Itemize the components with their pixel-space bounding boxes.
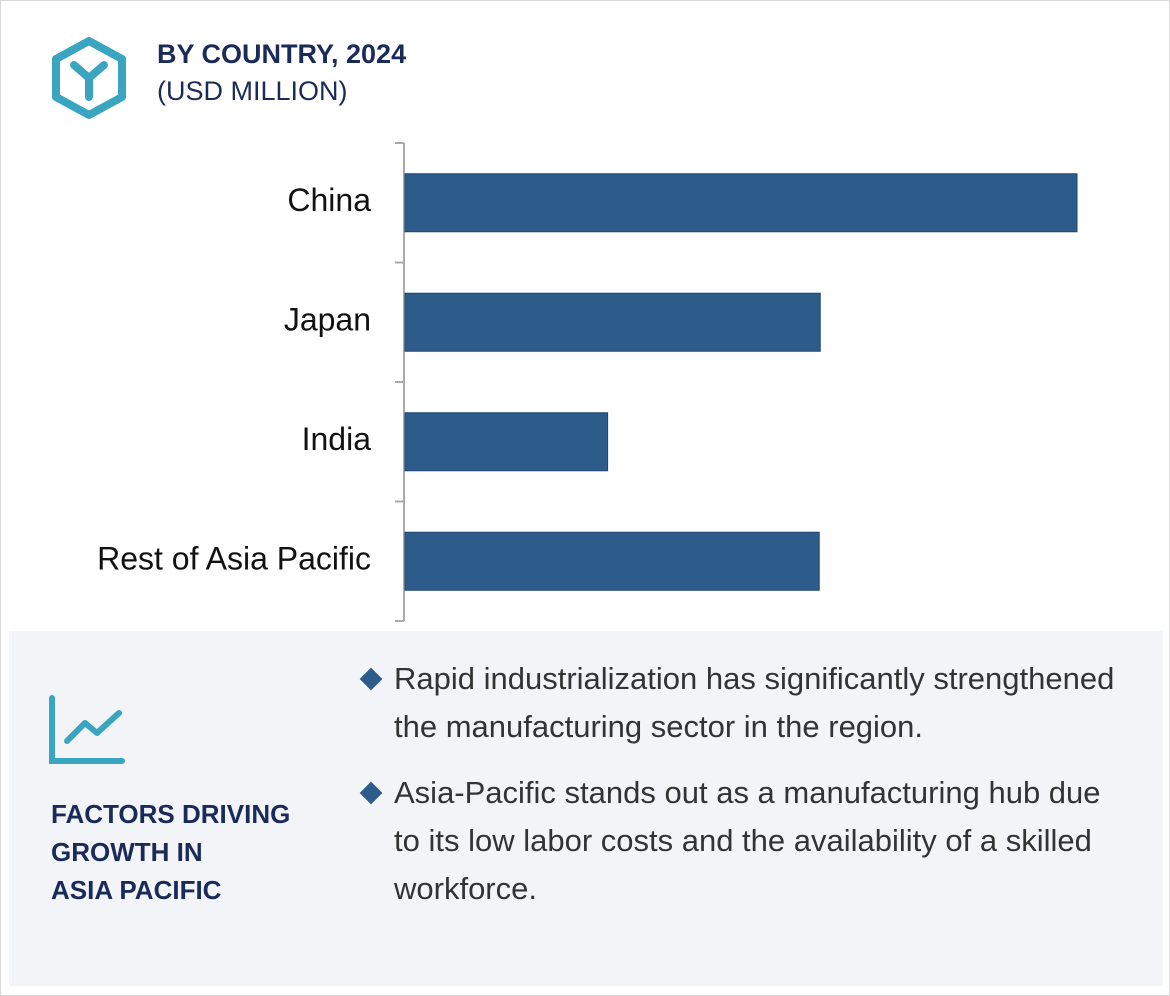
chart-subtitle: (USD MILLION) [157, 76, 348, 106]
bullet-list: Rapid industrialization has significantl… [359, 655, 1129, 931]
bar [404, 531, 820, 591]
bar [404, 173, 1078, 233]
bar [404, 412, 609, 472]
bullet-marker [359, 781, 383, 805]
category-label: Rest of Asia Pacific [97, 541, 371, 577]
bullet-marker [359, 667, 383, 691]
chart: China Japan India Rest of Asia Pacific [52, 37, 1078, 622]
chart-title: BY COUNTRY, 2024 [157, 39, 407, 69]
growth-icon [49, 695, 125, 764]
logo-icon [52, 37, 126, 119]
category-label: Japan [284, 302, 371, 338]
bullet: Asia-Pacific stands out as a manufacturi… [359, 769, 1129, 913]
factors-title-line: GROWTH IN [51, 837, 203, 867]
factors-title: FACTORS DRIVING GROWTH IN ASIA PACIFIC [51, 795, 290, 909]
bullet-text: Asia-Pacific stands out as a manufacturi… [394, 775, 1101, 906]
bullet-text: Rapid industrialization has significantl… [394, 661, 1115, 744]
category-label: China [287, 182, 371, 218]
category-label: India [302, 421, 372, 457]
factors-title-line: FACTORS DRIVING [51, 799, 291, 829]
bullet: Rapid industrialization has significantl… [359, 655, 1129, 751]
factors-title-line: ASIA PACIFIC [51, 875, 222, 905]
bar [404, 292, 821, 352]
factors-panel: FACTORS DRIVING GROWTH IN ASIA PACIFIC Rap… [9, 631, 1163, 986]
